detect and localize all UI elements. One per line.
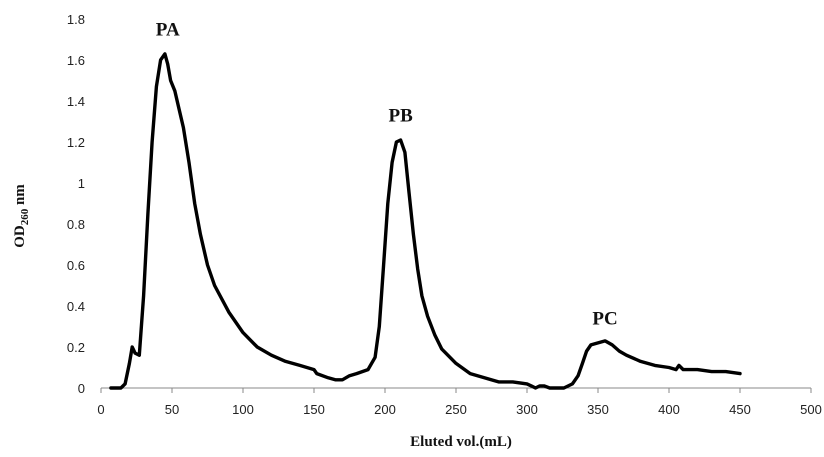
y-tick-label: 0.8 [67,217,85,232]
x-tick-label: 50 [165,402,179,417]
x-axis-title: Eluted vol.(mL) [410,434,512,450]
y-axis-title-unit: nm [12,184,28,209]
x-tick-label: 0 [97,402,104,417]
x-axis-ticks: 0 50 100 150 200 250 300 350 400 450 500 [97,388,822,417]
x-tick-label: 300 [516,402,538,417]
peak-labels: PA PB PC [156,19,618,329]
y-tick-label: 1.6 [67,53,85,68]
od260-series-line [109,52,742,390]
y-tick-label: 1.4 [67,94,85,109]
x-tick-label: 500 [800,402,822,417]
x-tick-label: 100 [232,402,254,417]
peak-label-pa: PA [156,19,180,40]
y-axis-title: OD260 nm [12,184,31,248]
y-tick-label: 0.6 [67,258,85,273]
x-tick-label: 350 [587,402,609,417]
y-axis-ticks: 0 0.2 0.4 0.6 0.8 1 1.2 1.4 1.6 1.8 [67,12,85,396]
y-axis-title-main: OD [12,225,28,248]
x-tick-label: 250 [445,402,467,417]
peak-label-pc: PC [592,308,617,329]
y-tick-label: 1.2 [67,135,85,150]
peak-label-pb: PB [388,106,413,127]
y-tick-label: 0.2 [67,340,85,355]
y-tick-label: 1 [78,176,85,191]
x-tick-label: 400 [658,402,680,417]
x-tick-label: 450 [729,402,751,417]
y-tick-label: 0 [78,381,85,396]
y-tick-label: 0.4 [67,299,85,314]
x-tick-label: 150 [303,402,325,417]
x-tick-label: 200 [374,402,396,417]
y-axis-title-subscript: 260 [19,208,31,225]
y-tick-label: 1.8 [67,12,85,27]
